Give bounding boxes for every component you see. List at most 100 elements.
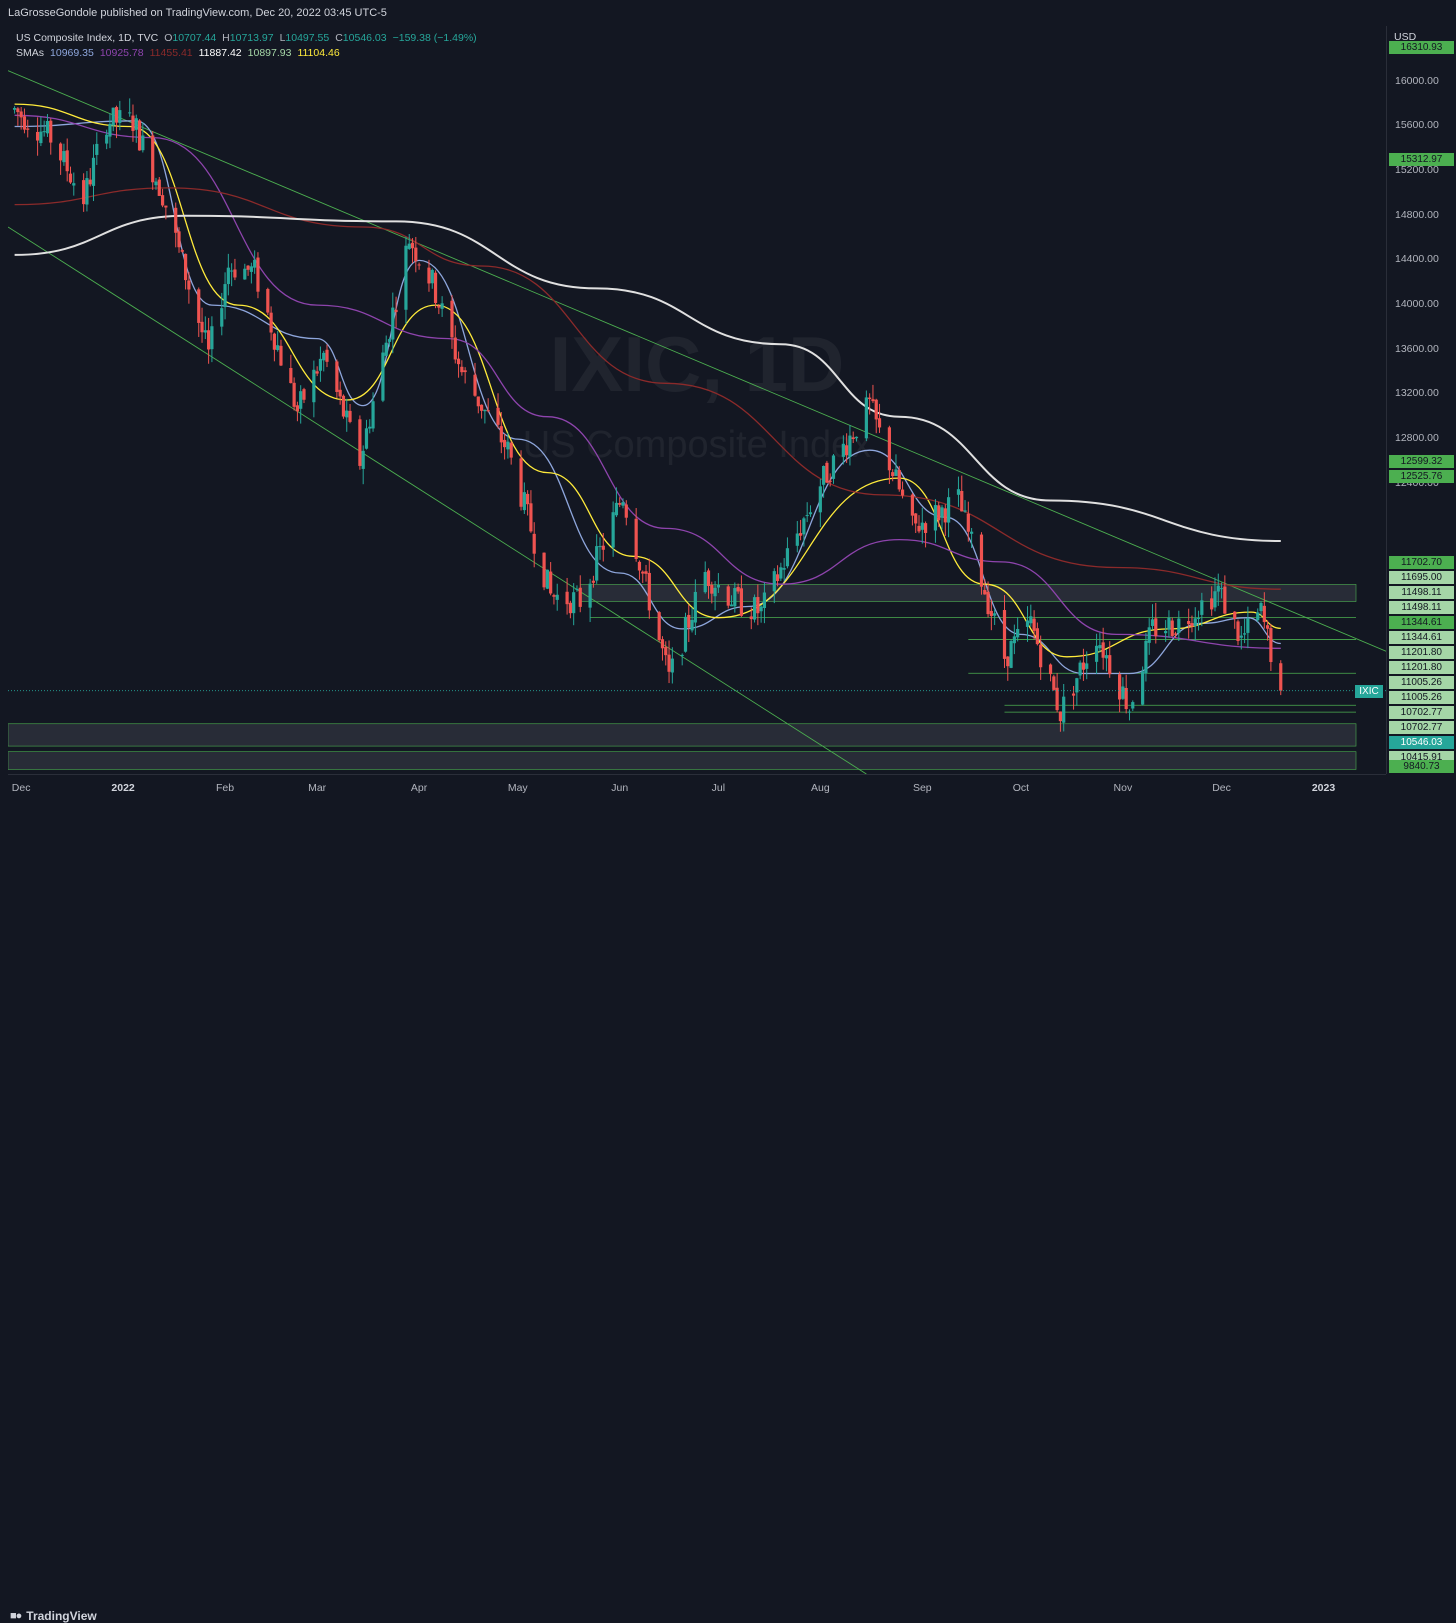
candle-body: [871, 399, 875, 402]
candle-body: [1196, 618, 1201, 620]
candle-body: [1256, 612, 1260, 621]
candle-body: [940, 507, 944, 518]
candle-body: [364, 428, 369, 449]
candle-body: [601, 545, 605, 550]
candle-body: [410, 242, 415, 249]
candle-body: [430, 269, 434, 284]
candle-body: [706, 570, 711, 587]
candle-body: [318, 358, 323, 371]
candle-body: [555, 594, 559, 600]
candle-body: [253, 259, 257, 268]
candle-body: [479, 404, 484, 411]
candle-body: [795, 533, 799, 546]
candle-body: [808, 512, 813, 515]
time-tick: Jul: [711, 782, 726, 794]
price-tick: 14400.00: [1395, 253, 1439, 266]
candle-body: [756, 597, 760, 614]
candle-body: [1223, 586, 1227, 614]
candle-body: [91, 157, 96, 186]
candle-body: [414, 247, 418, 262]
candle-body: [772, 571, 776, 592]
candle-body: [1094, 645, 1099, 662]
candle-body: [1118, 674, 1122, 700]
candle-body: [460, 366, 464, 373]
candle-body: [1039, 644, 1043, 668]
candle-body: [233, 269, 237, 278]
price-level-label: 11498.11: [1389, 586, 1454, 599]
time-axis[interactable]: Dec 2022 Feb Mar Apr May Jun Jul Aug Sep Oct Nov Dec…: [8, 774, 1386, 801]
candle-body: [197, 289, 201, 323]
price-level-label: 12599.32: [1389, 455, 1454, 468]
candle-body: [736, 586, 740, 592]
candle-body: [680, 654, 684, 656]
candle-body: [1048, 664, 1053, 675]
candle-body: [1239, 635, 1243, 638]
candle-body: [1121, 686, 1125, 699]
candle-body: [151, 135, 155, 183]
candle-body: [243, 268, 247, 280]
candle-body: [348, 410, 352, 422]
candle-body: [456, 358, 461, 365]
candle-body: [710, 584, 714, 594]
sma-line: [14, 114, 1281, 649]
candle-body: [687, 614, 691, 628]
time-tick: Dec: [1212, 782, 1231, 794]
candle-body: [391, 307, 395, 340]
candle-body: [588, 583, 592, 608]
candle-body: [302, 389, 306, 400]
candle-body: [1009, 641, 1013, 668]
candle-body: [368, 426, 372, 429]
candle-body: [1108, 655, 1112, 675]
candle-body: [1173, 633, 1178, 635]
time-tick: Mar: [308, 782, 327, 794]
candle-body: [177, 231, 181, 248]
top-bar: LaGrosseGondole published on TradingView…: [0, 0, 1456, 26]
candle-body: [272, 333, 276, 350]
sma-line: [14, 103, 1281, 658]
price-level-label: 12525.76: [1389, 470, 1454, 483]
candle-body: [1236, 621, 1240, 641]
candle-body: [1075, 678, 1079, 693]
candle-body: [970, 531, 974, 534]
time-tick: May: [507, 782, 528, 794]
candle-body: [749, 616, 753, 620]
candle-body: [289, 368, 293, 384]
price-axis[interactable]: 16000.00 15600.00 15200.00 14800.00 14400.00…: [1386, 26, 1456, 774]
candle-body: [499, 426, 503, 443]
candle-body: [1025, 620, 1030, 627]
candle-body: [532, 533, 536, 554]
price-tick: 13200.00: [1395, 387, 1439, 400]
candle-body: [1190, 623, 1194, 627]
candle-body: [891, 472, 895, 477]
candle-body: [624, 504, 628, 518]
price-level-label: 11498.11: [1389, 601, 1454, 614]
candle-body: [703, 572, 707, 593]
candle-body: [818, 486, 822, 513]
time-tick: Oct: [1012, 782, 1030, 794]
sma-line: [14, 214, 1281, 542]
chart-legend: US Composite Index, 1D, TVC O10707.44 H1…: [16, 31, 477, 61]
candle-body: [634, 518, 638, 559]
time-tick: 2022: [111, 782, 135, 794]
candle-body: [910, 494, 915, 516]
currency-label: USD: [1394, 31, 1417, 43]
chart-area[interactable]: IXIC, 1D US Composite Index: [8, 26, 1386, 774]
level-zone: [8, 723, 1357, 747]
sma-label: SMAs: [16, 47, 45, 59]
candle-body: [269, 312, 273, 333]
candle-body: [775, 574, 780, 581]
candle-body: [1187, 621, 1191, 625]
tradingview-logo[interactable]: ■● TradingView: [10, 1609, 97, 1623]
price-chart[interactable]: [8, 26, 1386, 774]
candle-body: [963, 510, 967, 512]
candle-body: [19, 111, 23, 118]
price-level-label: 11344.61: [1389, 631, 1454, 644]
candle-body: [877, 418, 882, 428]
candle-body: [752, 597, 757, 620]
candle-body: [108, 123, 112, 137]
candle-body: [831, 455, 836, 479]
ohlc-low: L10497.55: [279, 32, 330, 44]
candle-body: [726, 586, 730, 606]
candle-body: [956, 489, 961, 495]
candle-body: [1012, 636, 1016, 644]
